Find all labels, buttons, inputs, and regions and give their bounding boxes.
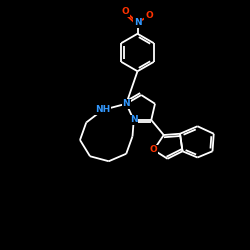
Text: O: O xyxy=(121,7,129,16)
Text: N: N xyxy=(130,116,138,124)
Text: O: O xyxy=(145,11,153,20)
Text: N: N xyxy=(134,18,141,27)
Text: O: O xyxy=(150,146,158,154)
Text: N: N xyxy=(122,99,130,108)
Text: NH: NH xyxy=(95,106,110,114)
